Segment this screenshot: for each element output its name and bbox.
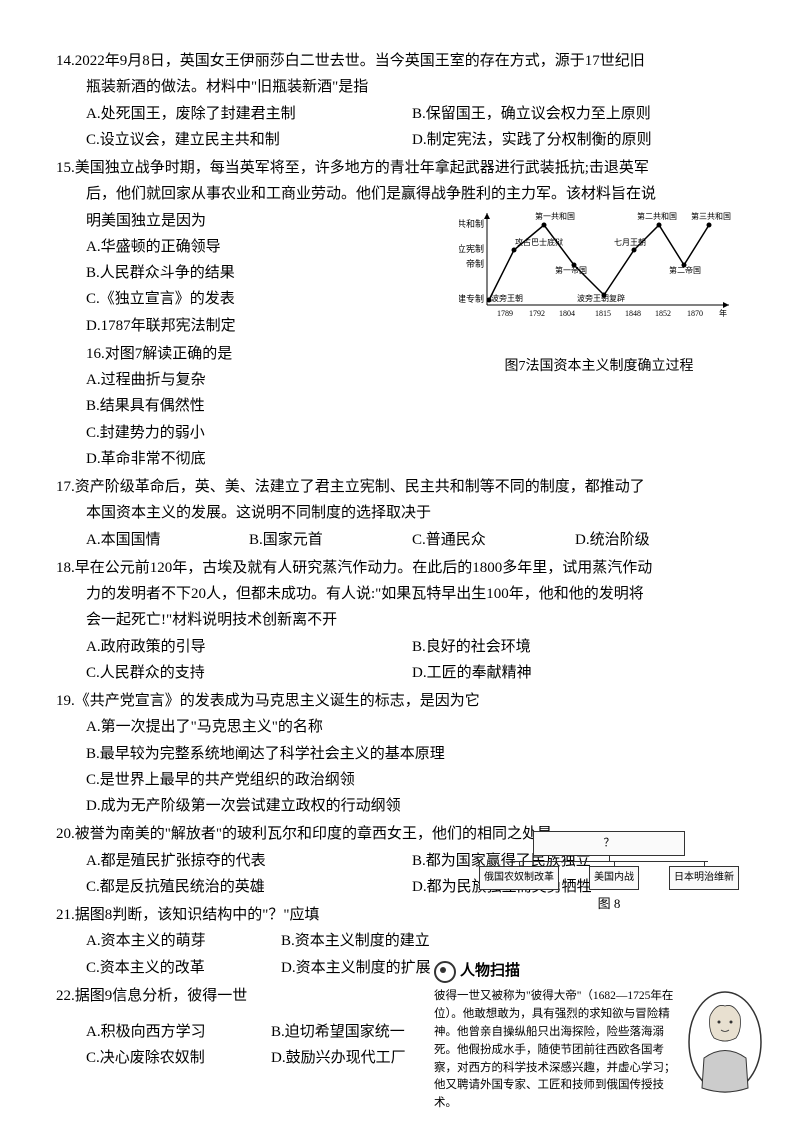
q15-stem2: 后，他们就回家从事农业和工商业劳动。他们是赢得战争胜利的主力军。该材料旨在说 [56,181,738,207]
diagram8-box-2: 日本明治维新 [669,866,739,890]
q14-options-row1: A.处死国王，废除了封建君主制 B.保留国王，确立议会权力至上原则 [56,101,738,127]
ann-6: 第二共和国 [637,211,677,221]
q17-opt-b: B.国家元首 [249,527,412,553]
q14-stem2: 瓶装新酒的做法。材料中"旧瓶装新酒"是指 [56,74,738,100]
q22-options-row1: A.积极向西方学习 B.迫切希望国家统一 [56,1019,456,1045]
q18-opt-c: C.人民群众的支持 [86,660,412,686]
q17-opt-d: D.统治阶级 [575,527,738,553]
q18-stem2: 力的发明者不下20人，但都未成功。有人说:"如果瓦特早出生100年，他和他的发明… [56,581,738,607]
ann-8: 第三共和国 [691,211,731,221]
ann-7: 第二帝国 [669,265,701,275]
q20-opt-a: A.都是殖民扩张掠夺的代表 [86,848,412,874]
ann-4: 波旁王朝复辟 [577,293,625,303]
xlabel-2: 1804 [559,309,575,318]
xlabel-6: 1870 [687,309,703,318]
xlabel-7: 年 [719,308,727,318]
chart7-svg: 共和制 君主立宪制 帝制 封建专制 1789 1792 1804 1815 18… [459,205,739,320]
ylabel-0: 共和制 [459,218,484,229]
question-17: 17.资产阶级革命后，英、美、法建立了君主立宪制、民主共和制等不同的制度，都推动… [56,474,738,553]
portrait-content: 彼得一世又被称为"彼得大帝"（1682—1725年在位）。他敢想敢为，具有强烈的… [434,988,764,1113]
diagram8-connector [479,856,739,866]
figure-7-caption: 图7法国资本主义制度确立过程 [459,355,739,380]
q19-stem: 19.《共产党宣言》的发表成为马克思主义诞生的标志，是因为它 [56,688,738,714]
diagram8-row: 俄国农奴制改革 美国内战 日本明治维新 [479,866,739,890]
q22-opt-b: B.迫切希望国家统一 [271,1019,456,1045]
question-21: 21.据图8判断，该知识结构中的"？"应填 A.资本主义的萌芽 B.资本主义制度… [56,902,476,981]
q14-opt-a: A.处死国王，废除了封建君主制 [86,101,412,127]
q18-options-row1: A.政府政策的引导 B.良好的社会环境 [56,634,738,660]
q22-options-row2: C.决心废除农奴制 D.鼓励兴办现代工厂 [56,1045,456,1071]
q21-opt-b: B.资本主义制度的建立 [281,928,476,954]
ann-5: 七月王朝 [614,238,646,247]
q22-stem: 22.据图9信息分析，彼得一世 [56,983,456,1009]
question-22: 22.据图9信息分析，彼得一世 A.积极向西方学习 B.迫切希望国家统一 C.决… [56,983,456,1072]
q20-opt-c: C.都是反抗殖民统治的英雄 [86,874,412,900]
q14-stem: 14.2022年9月8日，英国女王伊丽莎白二世去世。当今英国王室的存在方式，源于… [56,48,738,74]
question-14: 14.2022年9月8日，英国女王伊丽莎白二世去世。当今英国王室的存在方式，源于… [56,48,738,153]
q18-opt-a: A.政府政策的引导 [86,634,412,660]
xlabel-3: 1815 [595,309,611,318]
ylabel-3: 封建专制 [459,293,484,304]
ann-2: 第一帝国 [555,265,587,275]
portrait-title: 人物扫描 [434,958,764,984]
q21-options-row1: A.资本主义的萌芽 B.资本主义制度的建立 [56,928,476,954]
q22-opt-d: D.鼓励兴办现代工厂 [271,1045,456,1071]
q14-opt-b: B.保留国王，确立议会权力至上原则 [412,101,738,127]
q17-opt-c: C.普通民众 [412,527,575,553]
portrait-image [686,988,764,1096]
q17-opt-a: A.本国国情 [86,527,249,553]
q16-opt-c: C.封建势力的弱小 [56,420,738,446]
ylabel-1: 君主立宪制 [459,243,484,254]
xlabel-0: 1789 [497,309,513,318]
figure-8-diagram: ？ 俄国农奴制改革 美国内战 日本明治维新 图 8 [479,831,739,916]
ann-0: 波旁王朝 [491,293,523,303]
xlabel-5: 1852 [655,309,671,318]
q21-options-row2: C.资本主义的改革 D.资本主义制度的扩展 [56,955,476,981]
xlabel-4: 1848 [625,309,641,318]
q19-opt-c: C.是世界上最早的共产党组织的政治纲领 [56,767,738,793]
q18-options-row2: C.人民群众的支持 D.工匠的奉献精神 [56,660,738,686]
q19-opt-a: A.第一次提出了"马克思主义"的名称 [56,714,738,740]
q22-opt-a: A.积极向西方学习 [86,1019,271,1045]
portrait-text: 彼得一世又被称为"彼得大帝"（1682—1725年在位）。他敢想敢为，具有强烈的… [434,988,680,1113]
q18-stem3: 会一起死亡!"材料说明技术创新离不开 [56,607,738,633]
xlabel-1: 1792 [529,309,545,318]
q18-opt-b: B.良好的社会环境 [412,634,738,660]
q17-stem: 17.资产阶级革命后，英、美、法建立了君主立宪制、民主共和制等不同的制度，都推动… [56,474,738,500]
q18-opt-d: D.工匠的奉献精神 [412,660,738,686]
q19-opt-d: D.成为无产阶级第一次尝试建立政权的行动纲领 [56,793,738,819]
q21-stem: 21.据图8判断，该知识结构中的"？"应填 [56,902,476,928]
q14-opt-d: D.制定宪法，实践了分权制衡的原则 [412,127,738,153]
q22-opt-c: C.决心废除农奴制 [86,1045,271,1071]
q14-options-row2: C.设立议会，建立民主共和制 D.制定宪法，实践了分权制衡的原则 [56,127,738,153]
q21-opt-c: C.资本主义的改革 [86,955,281,981]
q15-stem: 15.美国独立战争时期，每当英军将至，许多地方的青壮年拿起武器进行武装抵抗;击退… [56,155,738,181]
q16-opt-d: D.革命非常不彻底 [56,446,738,472]
figure-8-caption: 图 8 [479,893,739,916]
q19-opt-b: B.最早较为完整系统地阐达了科学社会主义的基本原理 [56,741,738,767]
q16-opt-b: B.结果具有偶然性 [56,393,738,419]
magnifier-icon [434,961,456,983]
q14-opt-c: C.设立议会，建立民主共和制 [86,127,412,153]
ann-1: 攻占巴士底狱 [515,237,563,247]
q18-stem: 18.早在公元前120年，古埃及就有人研究蒸汽作动力。在此后的1800多年里，试… [56,555,738,581]
question-19: 19.《共产党宣言》的发表成为马克思主义诞生的标志，是因为它 A.第一次提出了"… [56,688,738,819]
question-18: 18.早在公元前120年，古埃及就有人研究蒸汽作动力。在此后的1800多年里，试… [56,555,738,686]
figure-9-portrait: 人物扫描 彼得一世又被称为"彼得大帝"（1682—1725年在位）。他敢想敢为，… [434,958,764,1113]
q17-stem2: 本国资本主义的发展。这说明不同制度的选择取决于 [56,500,738,526]
q17-options: A.本国国情 B.国家元首 C.普通民众 D.统治阶级 [56,527,738,553]
q21-opt-a: A.资本主义的萌芽 [86,928,281,954]
diagram8-box-0: 俄国农奴制改革 [479,866,559,890]
diagram8-box-1: 美国内战 [589,866,639,890]
figure-7-chart: 共和制 君主立宪制 帝制 封建专制 1789 1792 1804 1815 18… [459,205,739,350]
diagram8-top-box: ？ [533,831,685,856]
portrait-title-text: 人物扫描 [460,963,520,979]
ann-3: 第一共和国 [535,211,575,221]
ylabel-2: 帝制 [466,258,484,269]
